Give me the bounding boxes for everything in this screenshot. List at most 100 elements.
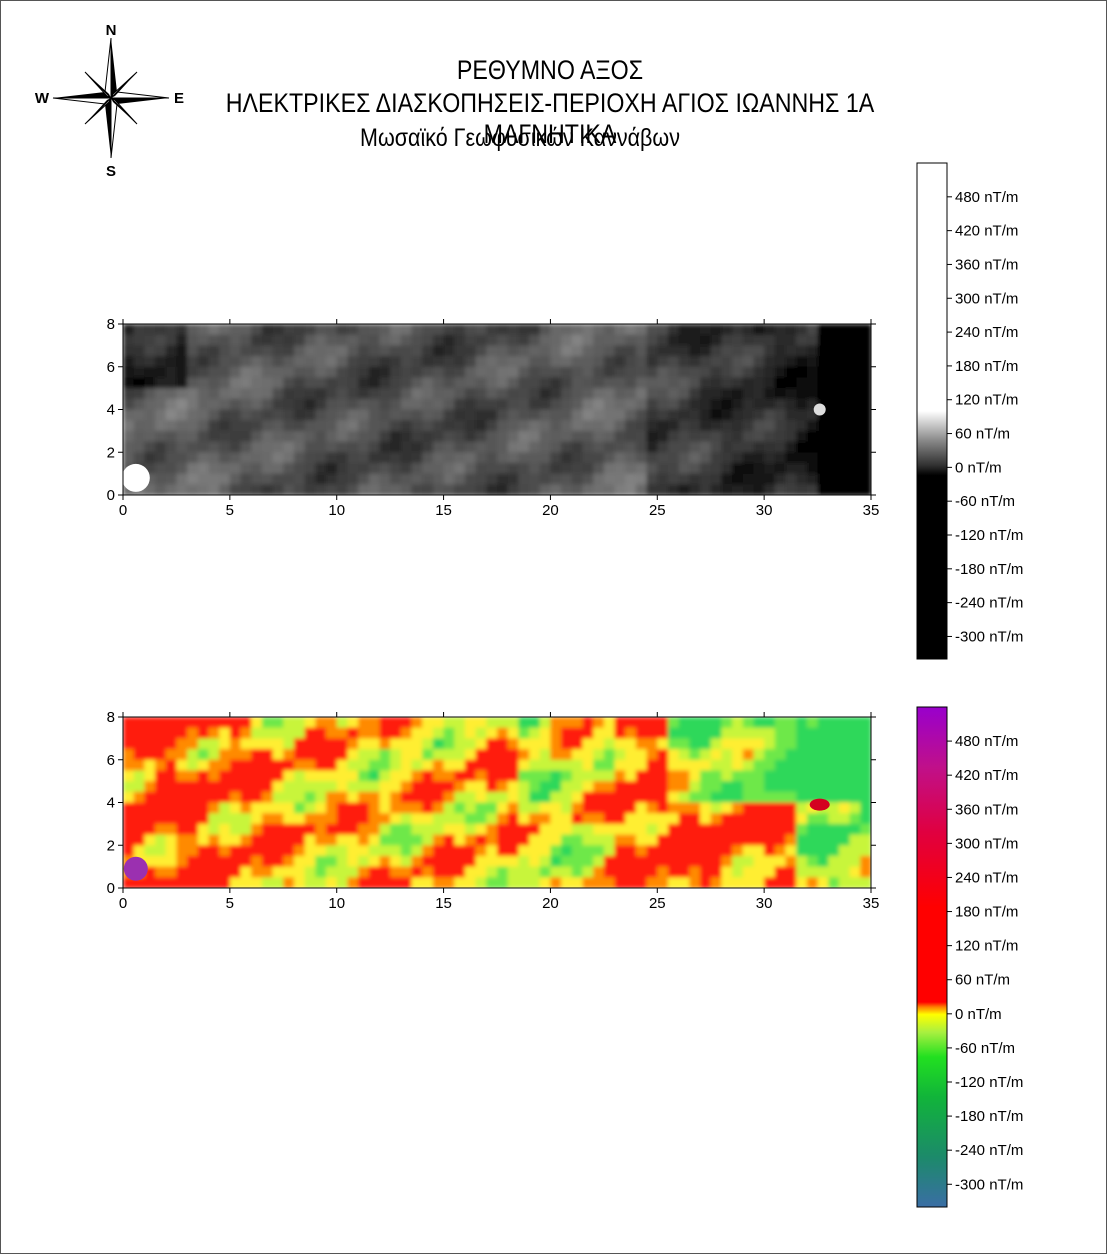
heatmap-cell bbox=[165, 791, 177, 804]
heatmap-cell bbox=[561, 727, 573, 739]
heatmap-cell bbox=[550, 398, 562, 411]
heatmap-cell bbox=[593, 388, 605, 400]
heatmap-cell bbox=[497, 866, 509, 878]
heatmap-cell bbox=[261, 462, 274, 475]
heatmap-cell bbox=[315, 398, 327, 411]
heatmap-cell bbox=[561, 749, 573, 761]
heatmap-cell bbox=[283, 398, 295, 411]
heatmap-cell bbox=[443, 749, 455, 761]
heatmap-cell bbox=[240, 855, 252, 868]
heatmap-cell bbox=[732, 834, 744, 846]
colorbar-tick-label: 120 nT/m bbox=[955, 938, 1018, 955]
y-tick-label: 6 bbox=[107, 752, 115, 769]
heatmap-cell bbox=[518, 738, 530, 750]
heatmap-cell bbox=[123, 452, 135, 464]
heatmap-cell bbox=[432, 430, 445, 443]
heatmap-cell bbox=[796, 452, 808, 464]
heatmap-cell bbox=[614, 409, 626, 421]
heatmap-cell bbox=[710, 845, 722, 857]
heatmap-cell bbox=[197, 409, 210, 421]
heatmap-cell bbox=[197, 717, 210, 729]
heatmap-cell bbox=[326, 324, 338, 336]
heatmap-cell bbox=[261, 398, 274, 411]
heatmap-cell bbox=[336, 366, 348, 379]
heatmap-cell bbox=[187, 356, 199, 368]
heatmap-cell bbox=[860, 398, 872, 411]
heatmap-cell bbox=[860, 834, 872, 846]
heatmap-cell bbox=[774, 409, 787, 421]
heatmap-cell bbox=[507, 834, 519, 846]
heatmap-cell bbox=[539, 473, 551, 485]
heatmap-cell bbox=[251, 441, 263, 453]
heatmap-cell bbox=[689, 388, 701, 400]
heatmap-cell bbox=[283, 334, 295, 346]
heatmap-cell bbox=[753, 738, 765, 750]
heatmap-cell bbox=[368, 345, 381, 357]
heatmap-cell bbox=[315, 377, 327, 389]
heatmap-cell bbox=[358, 781, 370, 793]
heatmap-cell bbox=[261, 324, 274, 336]
heatmap-cell bbox=[678, 462, 690, 475]
heatmap-cell bbox=[411, 781, 423, 793]
heatmap-cell bbox=[625, 759, 637, 772]
heatmap-cell bbox=[646, 484, 658, 496]
heatmap-cell bbox=[828, 462, 840, 475]
heatmap-cell bbox=[379, 877, 391, 889]
heatmap-cell bbox=[187, 866, 199, 878]
heatmap-cell bbox=[625, 727, 637, 739]
heatmap-cell bbox=[635, 452, 648, 464]
heatmap-cell bbox=[326, 770, 338, 782]
heatmap-cell bbox=[678, 420, 690, 432]
heatmap-cell bbox=[464, 813, 477, 825]
heatmap-cell bbox=[379, 866, 391, 878]
heatmap-cell bbox=[614, 324, 626, 336]
heatmap-cell bbox=[176, 345, 188, 357]
heatmap-cell bbox=[635, 802, 648, 814]
heatmap-cell bbox=[742, 855, 755, 868]
heatmap-cell bbox=[261, 717, 274, 729]
heatmap-cell bbox=[710, 441, 722, 453]
heatmap-cell bbox=[187, 420, 199, 432]
heatmap-cell bbox=[689, 823, 701, 836]
heatmap-cell bbox=[849, 484, 861, 496]
heatmap-cell bbox=[464, 388, 477, 400]
heatmap-cell bbox=[860, 345, 872, 357]
heatmap-cell bbox=[550, 749, 562, 761]
heatmap-cell bbox=[422, 866, 434, 878]
heatmap-cell bbox=[144, 377, 156, 389]
heatmap-cell bbox=[294, 770, 306, 782]
heatmap-cell bbox=[849, 324, 861, 336]
heatmap-cell bbox=[700, 441, 712, 453]
heatmap-cell bbox=[721, 398, 733, 411]
heatmap-cell bbox=[828, 855, 840, 868]
heatmap-cell bbox=[796, 749, 808, 761]
heatmap-cell bbox=[721, 409, 733, 421]
heatmap-cell bbox=[785, 366, 797, 379]
heatmap-cell bbox=[261, 802, 274, 814]
heatmap-cell bbox=[529, 802, 541, 814]
heatmap-cell bbox=[422, 802, 434, 814]
heatmap-cell bbox=[400, 845, 413, 857]
heatmap-cell bbox=[603, 770, 616, 782]
heatmap-cell bbox=[390, 845, 402, 857]
heatmap-cell bbox=[561, 813, 573, 825]
colorbar-tick-label: 300 nT/m bbox=[955, 290, 1018, 307]
heatmap-cell bbox=[625, 855, 637, 868]
heatmap-cell bbox=[400, 770, 413, 782]
heatmap-cell bbox=[732, 877, 744, 889]
heatmap-cell bbox=[849, 866, 861, 878]
heatmap-cell bbox=[240, 366, 252, 379]
heatmap-cell bbox=[635, 877, 648, 889]
heatmap-cell bbox=[785, 866, 797, 878]
heatmap-cell bbox=[732, 356, 744, 368]
heatmap-cell bbox=[497, 759, 509, 772]
heatmap-cell bbox=[689, 366, 701, 379]
heatmap-cell bbox=[272, 749, 284, 761]
heatmap-cell bbox=[219, 781, 231, 793]
heatmap-cell bbox=[283, 462, 295, 475]
heatmap-cell bbox=[379, 791, 391, 804]
heatmap-cell bbox=[678, 823, 690, 836]
heatmap-cell bbox=[529, 717, 541, 729]
heatmap-cell bbox=[571, 452, 584, 464]
